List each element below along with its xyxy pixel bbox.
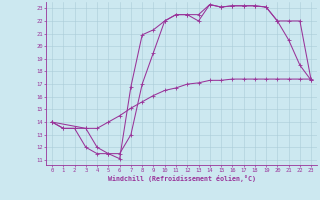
X-axis label: Windchill (Refroidissement éolien,°C): Windchill (Refroidissement éolien,°C) xyxy=(108,175,256,182)
